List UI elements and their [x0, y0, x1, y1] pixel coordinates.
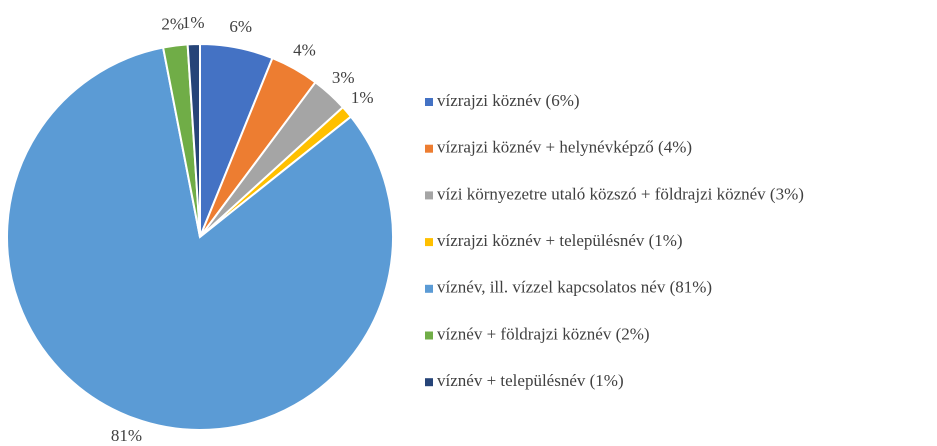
data-label: 81%	[111, 426, 142, 445]
legend-marker	[425, 331, 433, 340]
legend-marker	[425, 378, 433, 387]
legend-label: vízi környezetre utaló közszó + földrajz…	[437, 184, 804, 203]
legend-label: vízrajzi köznév (6%)	[437, 91, 580, 110]
data-label: 1%	[182, 13, 205, 32]
legend-marker	[425, 144, 433, 153]
legend-marker	[425, 238, 433, 247]
data-label: 6%	[229, 17, 252, 36]
legend-label: vízrajzi köznév + helynévképző (4%)	[437, 138, 692, 157]
legend-marker	[425, 191, 433, 200]
legend-label: víznév + településnév (1%)	[437, 371, 624, 390]
legend-marker	[425, 98, 433, 106]
data-label: 3%	[332, 68, 355, 87]
legend-marker	[425, 284, 433, 293]
legend-label: vízrajzi köznév + településnév (1%)	[437, 231, 683, 250]
pie-slice	[6, 46, 394, 431]
legend-label: víznév, ill. vízzel kapcsolatos név (81%…	[437, 278, 712, 297]
legend-label: víznév + földrajzi köznév (2%)	[437, 324, 650, 343]
data-label: 2%	[161, 15, 184, 34]
data-label: 1%	[351, 88, 374, 107]
pie-slice	[186, 42, 201, 238]
data-label: 4%	[293, 40, 316, 59]
